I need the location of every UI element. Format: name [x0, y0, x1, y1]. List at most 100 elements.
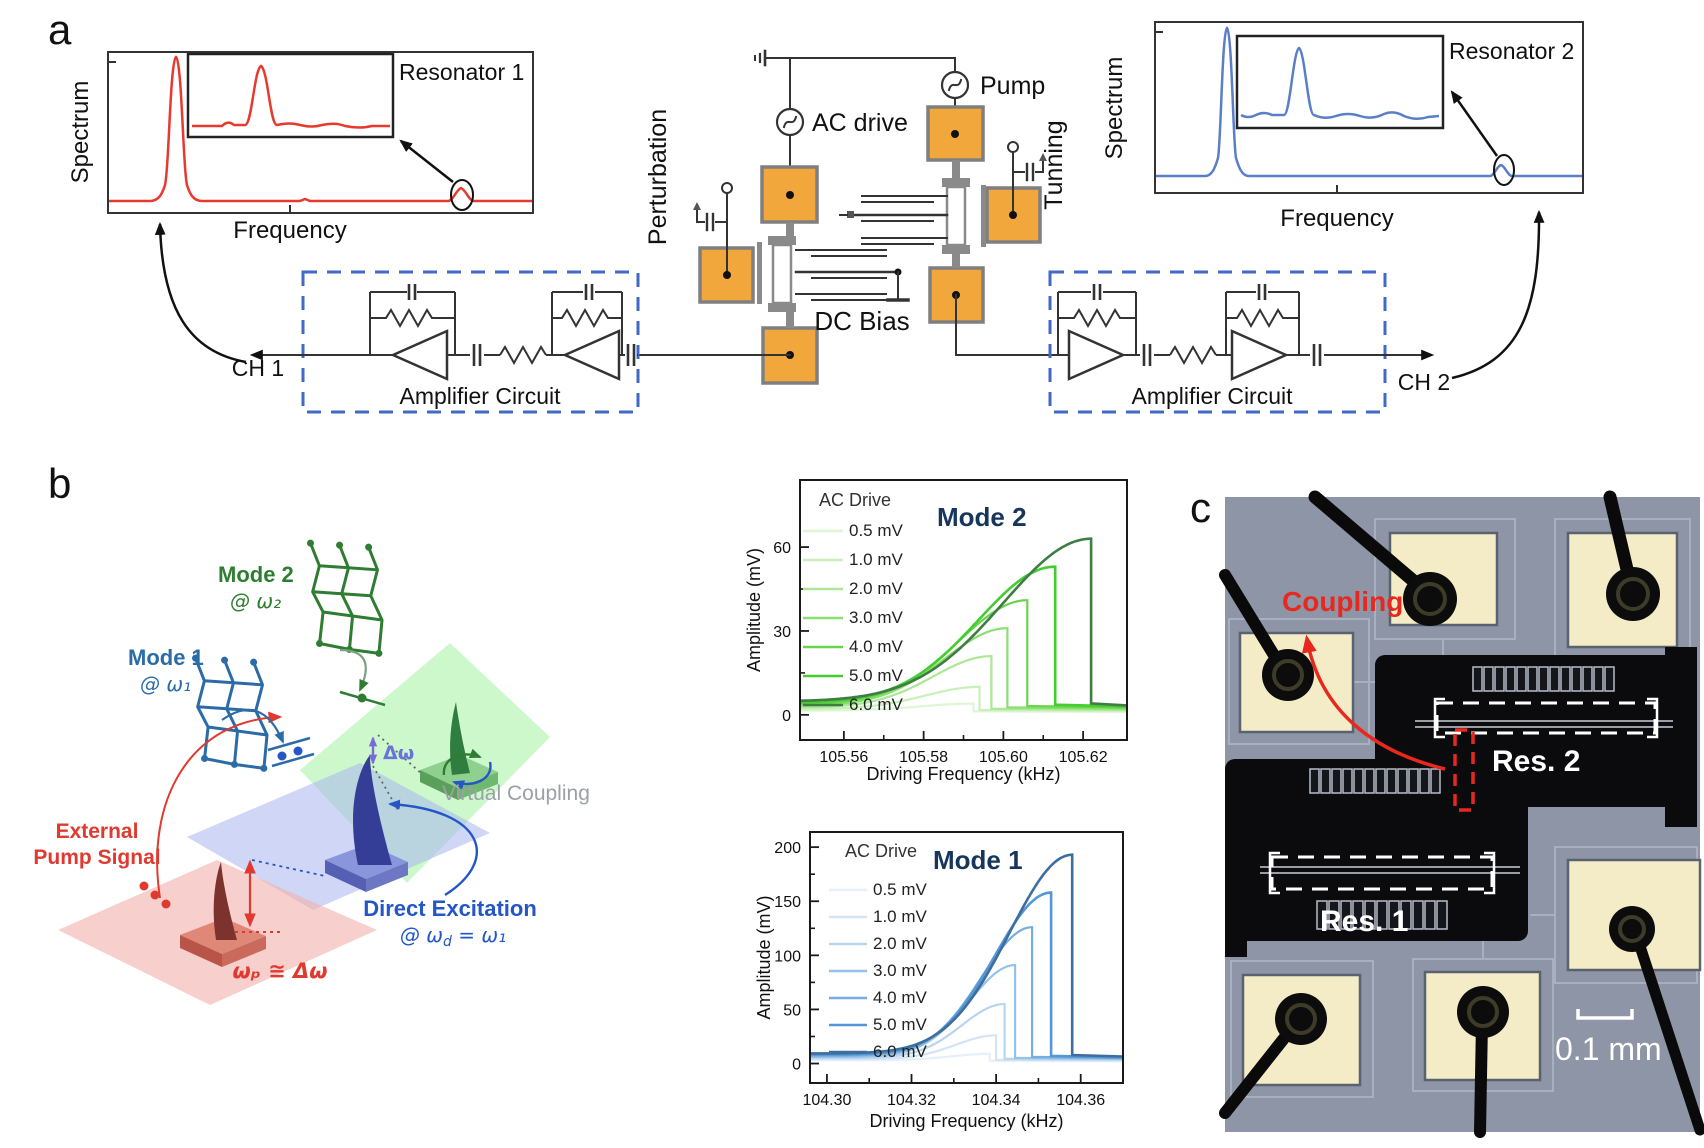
scale-bar-label: 0.1 mm	[1555, 1031, 1662, 1067]
resonator2-spectrum-plot: Resonator 2 Spectrum Frequency CH 2	[1101, 21, 1584, 395]
coupling-label: Coupling	[1282, 586, 1403, 617]
mode2-frequency-label: @ ω₂	[230, 589, 281, 613]
pump-source-icon	[940, 70, 970, 100]
green-link-icon	[339, 690, 386, 707]
ac-source-icon	[775, 107, 805, 137]
ch2-to-plot-arrow	[1451, 209, 1545, 380]
mode1-to-shuttle-arrow	[221, 708, 285, 744]
mode2-response-chart: 105.56 105.58 105.60 105.62 0 30 60 Amplitude (…	[744, 479, 1128, 784]
resonator-beams	[1260, 720, 1673, 874]
blue-peak-icon	[353, 755, 392, 865]
coupling-arrow	[1301, 634, 1446, 771]
scale-bar-icon	[1576, 1009, 1634, 1020]
chart-title: Mode 2	[937, 502, 1027, 532]
series-2.0-mV	[800, 655, 1128, 711]
external-pump-label-2: Pump Signal	[33, 846, 160, 869]
comb-drive-left	[757, 222, 910, 328]
legend-entry-label: 3.0 mV	[873, 961, 928, 980]
legend-entry-label: 5.0 mV	[849, 666, 904, 685]
legend-entry-label: 6.0 mV	[849, 695, 904, 714]
direct-excitation-label: Direct Excitation	[363, 896, 537, 921]
series-3.0-mV	[810, 964, 1124, 1060]
coupling-dashed-box	[1453, 728, 1475, 812]
y-axis-label: Spectrum	[67, 81, 94, 184]
legend-entry-label: 0.5 mV	[873, 880, 928, 899]
panel-b-illustration: Mode 2 @ ω₂ Mode 1 @ ω₁ External Pump Si…	[33, 539, 590, 1005]
pump-label: Pump	[980, 72, 1045, 100]
x-axis-label: Driving Frequency (kHz)	[866, 764, 1060, 784]
beam-highlights	[1268, 697, 1659, 895]
mode2-to-link-arrow	[339, 648, 369, 692]
resonator1-label: Resonator 1	[399, 59, 524, 85]
red-peak-icon	[213, 862, 237, 940]
resonator2-inset-box	[1235, 34, 1445, 130]
series-2.0-mV	[810, 1002, 1124, 1061]
panel-c-micrograph: Coupling Res. 2 Res. 1 0.1 mm	[1219, 490, 1704, 1138]
mode2-structure-icon	[307, 539, 384, 657]
pump-signal-dots	[139, 881, 171, 909]
perturbation-label: Perturbation	[644, 109, 672, 245]
amplifier-label-left: Amplifier Circuit	[399, 383, 561, 409]
pump-relation-label: ωₚ ≅ Δω	[232, 959, 327, 983]
blue-resonator-platform	[325, 755, 408, 892]
resonator2-inset-trace	[1240, 46, 1440, 120]
legend-entry-label: 0.5 mV	[849, 521, 904, 540]
y-axis-label: Spectrum	[1101, 57, 1128, 160]
legend-entry-label: 2.0 mV	[873, 934, 928, 953]
inset-pointer-arrow	[399, 139, 454, 183]
y-tick-label: 100	[774, 948, 801, 965]
series-4.0-mV	[810, 926, 1124, 1060]
pad-pump	[926, 105, 985, 162]
y-tick-label: 0	[792, 1057, 801, 1074]
opamp-icon	[561, 329, 621, 381]
pad-ac-drive	[760, 165, 819, 224]
tuning-port	[1007, 141, 1047, 216]
x-axis-label: Frequency	[233, 217, 346, 244]
panel-a-schematic: Resonator 1 Spectrum Frequency CH 1 Reso…	[67, 21, 1584, 414]
ch1-label: CH 1	[232, 355, 284, 381]
ground-icon	[754, 49, 767, 67]
amplifier-circuit-right: Amplifier Circuit	[1048, 270, 1435, 414]
chart-title: Mode 1	[933, 845, 1023, 875]
mems-schematic: AC drive Pump	[637, 49, 1068, 385]
y-axis-label: Amplitude (mV)	[754, 895, 774, 1019]
virtual-coupling-label: Virtual Coupling	[442, 782, 590, 805]
x-tick-label: 104.36	[1056, 1092, 1105, 1109]
panel-c-letter: c	[1190, 484, 1211, 531]
resonator-regions	[1225, 647, 1697, 957]
x-tick-label: 104.30	[802, 1092, 851, 1109]
res1-comb-row	[1309, 768, 1441, 794]
res2-label: Res. 2	[1492, 745, 1580, 778]
y-tick-label: 60	[773, 540, 791, 557]
x-tick-label: 105.56	[819, 749, 868, 766]
pad-output-right	[928, 266, 985, 324]
legend-title: AC Drive	[845, 841, 917, 861]
series-0.5-mV	[810, 1052, 1124, 1063]
panel-b-letter: b	[48, 460, 72, 507]
series-0.5-mV	[800, 702, 1128, 713]
direct-freq-prefix: @ ω	[400, 923, 443, 947]
opamp-icon	[389, 329, 449, 381]
direct-excitation-frequency-label: @ ωd = ω₁	[400, 923, 506, 950]
feedback-resistor-icon	[370, 307, 455, 329]
legend-entry-label: 4.0 mV	[873, 988, 928, 1007]
legend-entry-label: 4.0 mV	[849, 637, 904, 656]
x-tick-label: 105.60	[979, 749, 1028, 766]
opamp-icon	[1230, 329, 1290, 381]
resonator2-trace	[1156, 26, 1582, 178]
tuning-label: Tunning	[1040, 120, 1068, 209]
arrow-up-icon	[1039, 153, 1047, 161]
mode2-label: Mode 2	[218, 562, 294, 587]
legend-entry-label: 3.0 mV	[849, 608, 904, 627]
legend-entry-label: 2.0 mV	[849, 579, 904, 598]
amplifier-label-right: Amplifier Circuit	[1131, 383, 1293, 409]
delta-omega-label: Δω	[383, 742, 414, 764]
bond-pads	[698, 105, 1042, 385]
amplifier-circuit-left: Amplifier Circuit	[249, 270, 640, 414]
x-tick-label: 104.34	[972, 1092, 1021, 1109]
series-1.0-mV	[800, 685, 1128, 712]
direct-freq-sub: d	[443, 934, 452, 950]
blue-plane	[187, 763, 490, 910]
mode1-frequency-label: @ ω₁	[140, 672, 191, 696]
